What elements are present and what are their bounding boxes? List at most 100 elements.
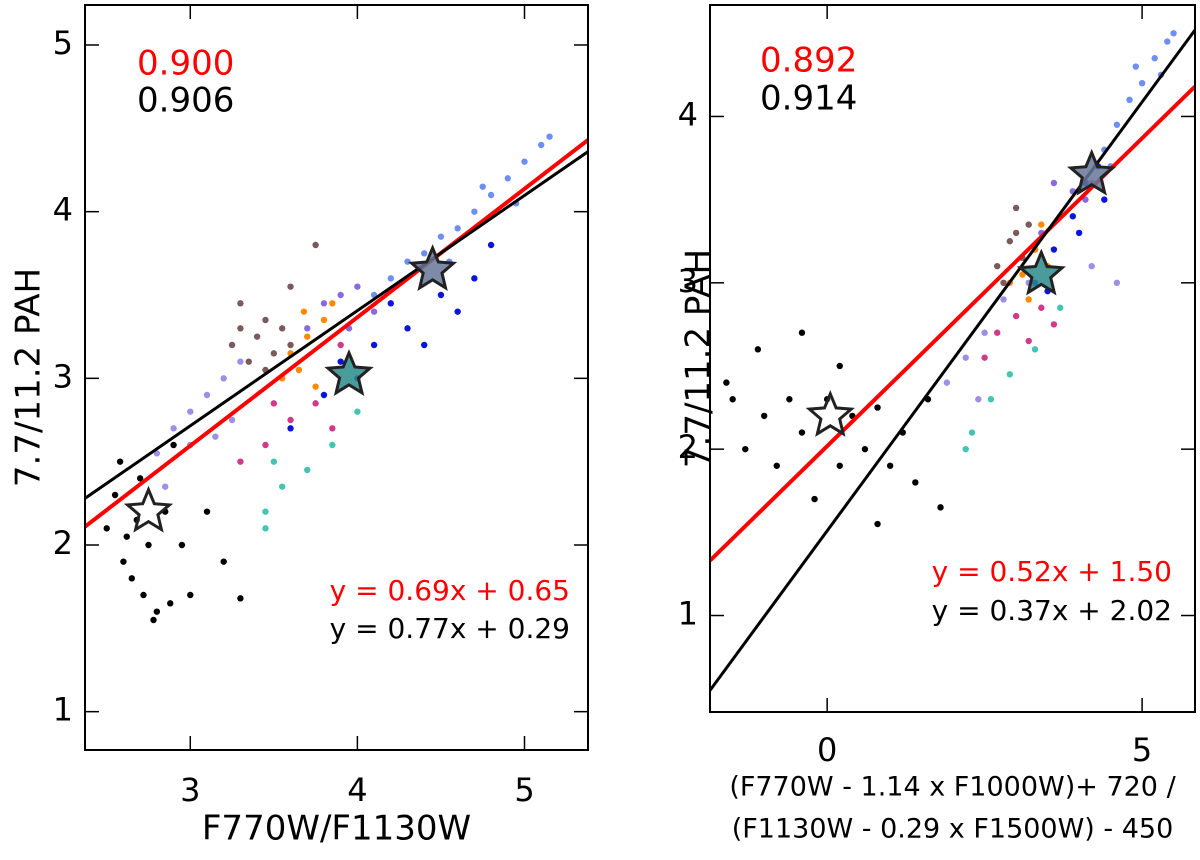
point [471,208,478,215]
point [387,300,395,307]
point [123,533,130,540]
point [220,558,227,565]
point [116,458,124,465]
annotation: y = 0.77x + 0.29 [330,612,570,645]
point [103,525,110,532]
point [836,462,843,469]
point [337,291,344,299]
fit-line [85,150,588,500]
x-tick-label: 5 [1132,731,1152,769]
point [312,400,319,407]
point [471,275,478,282]
point [370,341,378,349]
x-axis-label: (F770W - 1.14 x F1000W)+ 720 / [729,772,1176,803]
point [237,358,244,365]
point [1088,262,1095,270]
point [886,462,894,469]
annotation: y = 0.69x + 0.65 [330,574,570,607]
point [270,458,278,465]
point [262,508,269,515]
point [437,291,445,299]
y-tick-label: 4 [678,95,698,133]
point [798,329,806,336]
point [203,391,211,399]
point [912,479,919,486]
y-tick-label: 4 [53,191,73,229]
point [1069,213,1077,220]
point [1038,304,1045,311]
point [760,412,768,420]
y-tick-label: 5 [53,24,73,62]
point [546,133,553,140]
point [329,425,336,432]
point [1132,63,1139,70]
point [1151,55,1158,62]
point [1038,221,1045,228]
fit-line [710,29,1195,692]
point [228,341,236,349]
point [1012,312,1020,320]
point [237,325,244,332]
point [943,379,951,386]
star-marker [1016,248,1066,296]
point [1025,221,1032,228]
point [128,575,135,582]
point [981,354,988,361]
point [742,445,749,453]
point [354,283,361,290]
point [1012,229,1020,237]
point [136,475,144,482]
y-tick-label: 2 [53,524,73,562]
point [975,396,982,403]
point [220,375,227,382]
point [968,429,976,436]
point [937,504,944,511]
star-marker [1067,148,1117,196]
point [1075,229,1083,237]
point [287,425,294,432]
point [811,495,818,503]
point [1000,279,1007,287]
annotation: 0.892 [760,41,857,81]
point [987,396,995,403]
annotation: y = 0.37x + 2.02 [932,594,1172,627]
point [404,325,411,332]
point [387,275,395,282]
point [1164,38,1171,45]
point [337,341,344,349]
point [262,441,269,449]
point [187,591,194,599]
y-tick-label: 2 [678,428,698,466]
point [836,362,843,370]
point [404,258,411,265]
point [421,250,428,257]
star-marker [324,349,374,396]
point [1006,371,1014,378]
point [1082,196,1089,203]
annotation: 0.914 [760,79,857,119]
point [454,225,461,232]
point [786,396,793,403]
x-axis-label: (F1130W - 0.29 x F1500W) - 450 [732,814,1174,845]
x-tick-label: 3 [180,771,200,809]
point [120,558,127,565]
point [237,300,244,307]
point [1101,196,1108,203]
point [329,441,336,449]
point [304,333,311,340]
point [874,520,881,528]
point [245,358,252,365]
point [278,483,286,490]
point [320,300,328,307]
star-marker [123,485,174,533]
point [504,175,511,182]
point [270,400,278,407]
point [874,404,881,411]
point [1000,296,1007,303]
point [153,608,161,615]
axes-frame [709,4,1196,713]
point [320,316,328,324]
point [270,350,278,357]
point [1113,279,1121,287]
